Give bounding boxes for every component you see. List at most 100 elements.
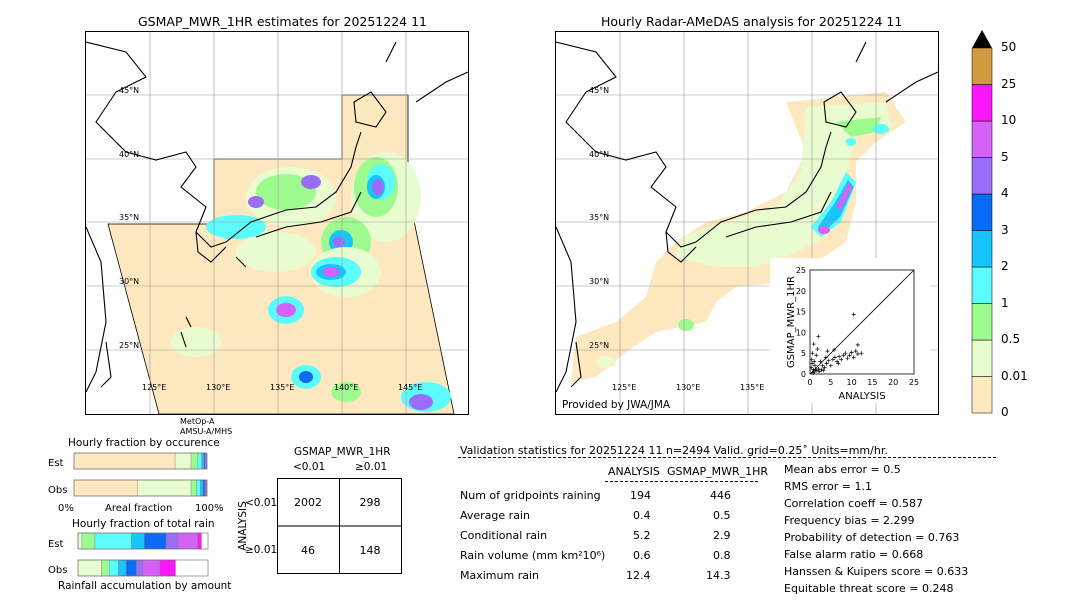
- scatter-ytick: 5: [801, 349, 806, 358]
- scatter-point: [811, 367, 816, 372]
- score-line: Equitable threat score = 0.248: [784, 582, 954, 595]
- scatter-point: [809, 357, 814, 362]
- total-rain-title: Hourly fraction of total rain: [72, 518, 215, 530]
- lon-label: 135°E: [270, 383, 294, 392]
- scatter-point: [814, 353, 819, 358]
- stacked-segment: [77, 532, 83, 550]
- stacked-segment: [125, 559, 137, 577]
- lon-label: 130°E: [206, 383, 230, 392]
- left-map: 45°N 40°N 35°N 30°N 25°N 125°E 130°E 135…: [85, 31, 469, 415]
- scatter-ylabel: GSMAP_MWR_1HR: [786, 276, 797, 368]
- colorbar-extend-arrow: [972, 30, 992, 48]
- lat-label: 45°N: [119, 86, 139, 95]
- stacked-segment: [136, 559, 144, 577]
- scatter-point: [855, 342, 860, 347]
- total-rain-bars: [77, 532, 209, 577]
- score-line: Probability of detection = 0.763: [784, 531, 960, 544]
- stacked-outline: [77, 532, 209, 550]
- total-rain-chart: Est Obs: [48, 532, 209, 577]
- lon-label: 140°E: [334, 383, 358, 392]
- cell-10: 46: [301, 544, 315, 557]
- radar-credit: Provided by JWA/JMA: [562, 399, 671, 411]
- right-lat-labels: 45°N 40°N 35°N 30°N 25°N: [589, 86, 609, 350]
- stacked-segment: [200, 479, 204, 497]
- colorbar: [971, 30, 993, 414]
- colorbar-box: [971, 47, 993, 85]
- occurrence-title: Hourly fraction by occurence: [68, 437, 220, 449]
- lon-label: 125°E: [612, 383, 636, 392]
- stacked-segment: [73, 452, 176, 470]
- colorbar-boxes: [971, 47, 993, 414]
- contingency-col-0: <0.01: [293, 461, 326, 473]
- colorbar-box: [971, 266, 993, 304]
- scatter-point: [841, 353, 846, 358]
- contingency-table: 2002 298 46 148: [277, 478, 402, 574]
- scatter-point: [845, 356, 850, 361]
- right-rain-area: [571, 92, 906, 382]
- stacked-segment: [166, 532, 179, 550]
- stacked-segment: [81, 532, 96, 550]
- scatter-point: [830, 357, 835, 362]
- scatter-point: [813, 367, 818, 372]
- cell-00: 2002: [294, 496, 322, 509]
- occurrence-chart: Est Obs 0% Areal fraction 100%: [48, 452, 224, 514]
- contingency-row-0: <0.01: [245, 497, 278, 509]
- scatter-xtick: 20: [888, 378, 898, 387]
- left-rain-blobs: [171, 152, 451, 412]
- scatter-plot: 0 5 10 15 20 25 0 5 10 15 20 25 ANALYSIS GSMAP_MWR…: [770, 258, 930, 403]
- scatter-ytick: 25: [796, 266, 806, 275]
- left-coastlines: [86, 41, 468, 393]
- contingency-row-1: ≥0.01: [245, 544, 278, 556]
- stacked-outline: [73, 452, 208, 470]
- lat-label: 25°N: [119, 341, 139, 350]
- scatter-ytick: 15: [796, 308, 806, 317]
- scatter-xtick: 0: [807, 378, 812, 387]
- stat-label: Average rain: [460, 509, 530, 522]
- occ-cat-obs: Obs: [48, 485, 67, 496]
- rain-cat-est: Est: [48, 539, 64, 550]
- score-line: Hanssen & Kuipers score = 0.633: [784, 565, 969, 578]
- right-lon-labels: 125°E 130°E 135°E: [612, 383, 764, 392]
- left-lon-labels: 125°E 130°E 135°E 140°E 145°E: [142, 383, 422, 392]
- colorbar-tick-label: 5: [1001, 149, 1009, 164]
- scatter-ytick: 10: [796, 328, 806, 337]
- left-map-canvas: 45°N 40°N 35°N 30°N 25°N 125°E 130°E 135…: [86, 32, 468, 414]
- scatter-point: [851, 312, 856, 317]
- scatter-point: [824, 361, 829, 366]
- scatter-point: [832, 355, 837, 360]
- colorbar-box: [971, 84, 993, 122]
- stacked-segment: [108, 559, 119, 577]
- scatter-point: [843, 351, 848, 356]
- scatter-point: [810, 361, 815, 366]
- stat-label: Rain volume (mm km²10⁶): [460, 549, 606, 562]
- stacked-segment: [197, 532, 202, 550]
- colorbar-box: [971, 339, 993, 377]
- lat-label: 35°N: [119, 213, 139, 222]
- lon-label: 130°E: [676, 383, 700, 392]
- right-map-title: Hourly Radar-AMeDAS analysis for 2025122…: [601, 14, 903, 29]
- colorbar-tick-label: 0: [1001, 405, 1009, 419]
- stacked-segment: [177, 532, 198, 550]
- stat-gsmap: 2.9: [713, 529, 731, 542]
- stacked-segment: [197, 452, 202, 470]
- stacked-outline: [73, 479, 208, 497]
- scatter-point: [832, 347, 837, 352]
- scatter-xtick: 25: [909, 378, 919, 387]
- lon-label: 145°E: [398, 383, 422, 392]
- lat-label: 30°N: [589, 277, 609, 286]
- scatter-point: [820, 363, 825, 368]
- colorbar-tick-label: 50: [1001, 40, 1017, 54]
- score-line: False alarm ratio = 0.668: [784, 548, 924, 561]
- lat-label: 25°N: [589, 341, 609, 350]
- scatter-point: [816, 334, 821, 339]
- lat-label: 40°N: [589, 150, 609, 159]
- scatter-point: [809, 365, 814, 370]
- scatter-xlabel: ANALYSIS: [838, 391, 885, 402]
- scatter-ytick: 20: [796, 287, 806, 296]
- colorbar-box: [971, 120, 993, 158]
- contingency-title: GSMAP_MWR_1HR: [294, 446, 391, 458]
- stat-gsmap: 0.5: [713, 509, 731, 522]
- scatter-point: [859, 351, 864, 356]
- scatter-point: [810, 351, 815, 356]
- scatter-point: [849, 350, 854, 355]
